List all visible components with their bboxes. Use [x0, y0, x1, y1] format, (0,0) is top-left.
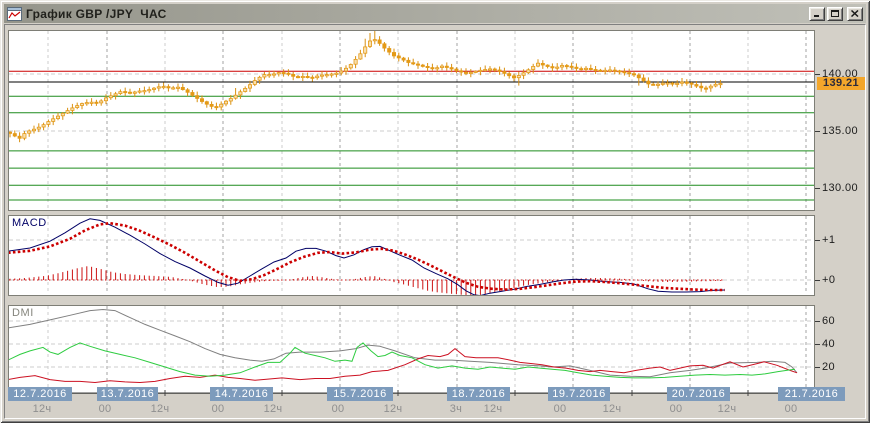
- date-label: 13.7.2016: [97, 387, 158, 401]
- window-controls: [809, 6, 863, 21]
- time-label: 00: [211, 403, 225, 415]
- current-price-label: 139.21: [817, 77, 865, 90]
- time-label: 12ч: [717, 403, 737, 415]
- date-label: 14.7.2016: [210, 387, 273, 401]
- close-icon: [851, 10, 859, 17]
- time-label: 00: [331, 403, 345, 415]
- date-label: 21.7.2016: [778, 387, 845, 401]
- date-label: 20.7.2016: [667, 387, 730, 401]
- time-label: 12ч: [32, 403, 52, 415]
- axis-tick: [815, 74, 820, 75]
- dmi-panel[interactable]: DMI: [8, 305, 815, 394]
- time-label: 00: [669, 403, 683, 415]
- time-label: 12ч: [263, 403, 283, 415]
- time-label: 12ч: [602, 403, 622, 415]
- date-label: 18.7.2016: [447, 387, 510, 401]
- dmi-axis-label: 40: [822, 338, 836, 350]
- axis-tick: [815, 280, 820, 281]
- date-label: 12.7.2016: [8, 387, 72, 401]
- macd-panel[interactable]: MACD: [8, 215, 815, 296]
- price-chart-panel[interactable]: [8, 30, 815, 211]
- axis-tick: [815, 321, 820, 322]
- chart-icon: [7, 6, 22, 21]
- price-axis-label: 135.00: [822, 125, 859, 137]
- date-label: 19.7.2016: [548, 387, 610, 401]
- dmi-chart: [9, 306, 814, 392]
- macd-label: MACD: [12, 217, 47, 229]
- macd-axis-label: +0: [822, 274, 836, 286]
- maximize-icon: [831, 10, 839, 17]
- axis-tick: [815, 367, 820, 368]
- time-label: 00: [784, 403, 798, 415]
- macd-axis-label: +1: [822, 234, 836, 246]
- maximize-button[interactable]: [827, 6, 843, 21]
- time-label: 12ч: [150, 403, 170, 415]
- window-title: График GBP /JPY ЧАС: [26, 6, 167, 21]
- axis-tick: [815, 131, 820, 132]
- dmi-label: DMI: [12, 307, 34, 319]
- dmi-axis-label: 60: [822, 315, 836, 327]
- time-label: 00: [553, 403, 567, 415]
- close-button[interactable]: [847, 6, 863, 21]
- axis-tick: [815, 344, 820, 345]
- minimize-button[interactable]: [809, 6, 825, 21]
- date-label: 15.7.2016: [327, 387, 393, 401]
- axis-tick: [815, 188, 820, 189]
- price-axis-label: 130.00: [822, 182, 859, 194]
- title-bar[interactable]: График GBP /JPY ЧАС: [4, 4, 866, 23]
- axis-tick: [815, 240, 820, 241]
- candlestick-chart: [9, 31, 814, 210]
- time-label: 12ч: [483, 403, 503, 415]
- dmi-axis-label: 20: [822, 361, 836, 373]
- minimize-icon: [814, 15, 819, 17]
- time-label: 12ч: [383, 403, 403, 415]
- macd-chart: [9, 216, 814, 295]
- time-label: 3ч: [449, 403, 463, 415]
- time-label: 00: [98, 403, 112, 415]
